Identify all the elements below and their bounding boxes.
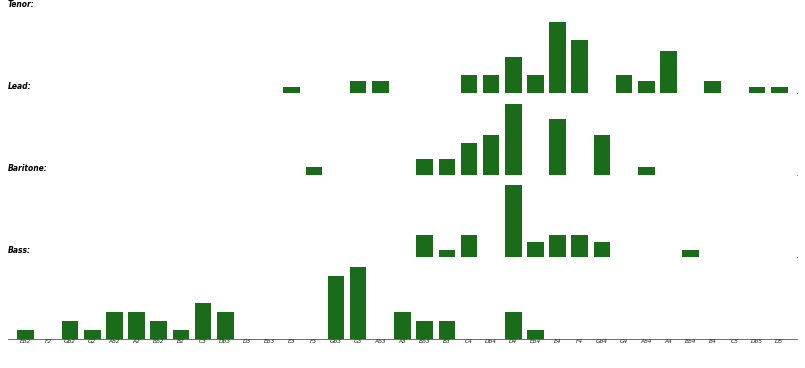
Bar <box>505 185 522 257</box>
Bar <box>350 81 366 93</box>
Bar <box>62 321 78 339</box>
Bar <box>372 81 389 93</box>
Text: Lead:: Lead: <box>8 82 31 91</box>
Bar <box>350 268 366 339</box>
Bar <box>505 104 522 175</box>
Bar <box>439 159 455 175</box>
Bar <box>416 159 433 175</box>
Bar <box>638 81 654 93</box>
Bar <box>439 321 455 339</box>
Bar <box>106 312 122 339</box>
Bar <box>704 81 721 93</box>
Bar <box>394 312 411 339</box>
Bar <box>416 235 433 257</box>
Bar <box>18 330 34 339</box>
Bar <box>283 87 300 93</box>
Text: Tenor:: Tenor: <box>8 0 35 10</box>
Bar <box>306 167 322 175</box>
Text: Baritone:: Baritone: <box>8 164 47 173</box>
Bar <box>527 75 543 93</box>
Bar <box>172 330 189 339</box>
Text: Bass:: Bass: <box>8 246 31 255</box>
Bar <box>460 143 477 175</box>
Bar <box>483 75 499 93</box>
Bar <box>527 243 543 257</box>
Bar <box>505 312 522 339</box>
Bar <box>771 87 787 93</box>
Bar <box>593 135 610 175</box>
Bar <box>128 312 145 339</box>
Bar <box>616 75 633 93</box>
Bar <box>549 120 566 175</box>
Bar <box>460 235 477 257</box>
Bar <box>416 321 433 339</box>
Bar <box>593 243 610 257</box>
Bar <box>460 75 477 93</box>
Bar <box>660 52 677 93</box>
Bar <box>84 330 101 339</box>
Bar <box>572 235 588 257</box>
Bar <box>505 57 522 93</box>
Bar <box>527 330 543 339</box>
Bar <box>638 167 654 175</box>
Bar <box>549 235 566 257</box>
Bar <box>195 303 212 339</box>
Bar <box>439 250 455 257</box>
Bar <box>749 87 766 93</box>
Bar <box>483 135 499 175</box>
Bar <box>572 39 588 93</box>
Bar <box>151 321 167 339</box>
Bar <box>328 276 345 339</box>
Bar <box>217 312 233 339</box>
Bar <box>683 250 699 257</box>
Bar <box>549 22 566 93</box>
